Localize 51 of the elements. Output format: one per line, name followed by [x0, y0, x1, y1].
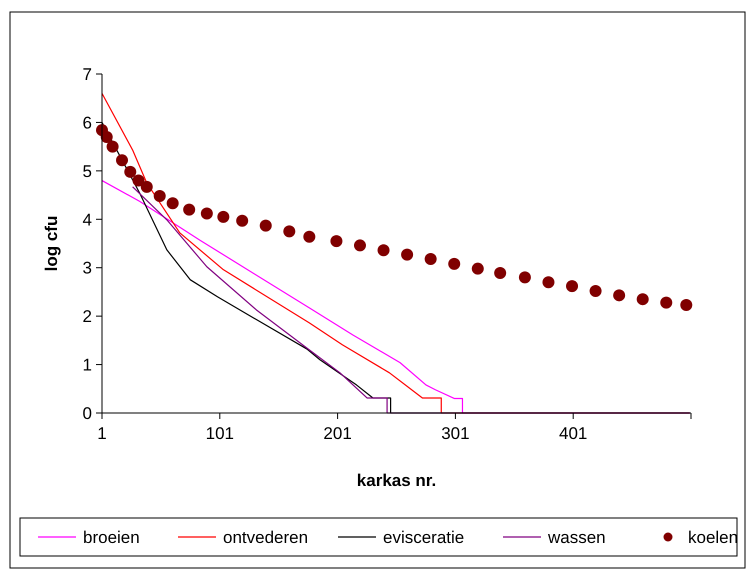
point	[183, 204, 196, 216]
point	[100, 130, 113, 143]
point	[217, 210, 230, 223]
y-tick-label: 0	[82, 404, 92, 423]
y-tick-label: 3	[82, 258, 92, 278]
point	[140, 180, 153, 193]
point	[154, 190, 166, 202]
point	[680, 299, 692, 312]
point	[494, 267, 506, 280]
point	[303, 230, 316, 243]
point	[236, 214, 248, 227]
y-tick-label: 6	[82, 113, 92, 132]
point	[283, 225, 296, 238]
y-tick-label: 5	[82, 162, 92, 181]
y-axis-title: log cfu	[42, 216, 61, 272]
point	[200, 207, 213, 220]
point	[401, 248, 414, 261]
point	[566, 280, 578, 292]
legend-label: wassen	[547, 528, 606, 547]
point	[166, 197, 179, 210]
x-tick-label: 101	[206, 424, 234, 443]
point	[424, 252, 437, 265]
x-axis-title: karkas nr.	[356, 471, 436, 490]
point	[116, 154, 128, 166]
point	[448, 258, 460, 270]
point	[472, 262, 484, 275]
legend-label: ontvederen	[223, 528, 308, 547]
point	[378, 244, 390, 256]
point	[542, 276, 554, 288]
legend-label: evisceratie	[383, 528, 464, 547]
point	[613, 289, 626, 302]
point	[518, 271, 531, 284]
point	[354, 239, 366, 252]
y-tick-label: 7	[82, 65, 92, 84]
x-tick-label: 401	[559, 424, 588, 443]
point	[330, 235, 342, 248]
point	[106, 140, 119, 153]
y-tick-label: 2	[82, 307, 92, 326]
point	[124, 166, 136, 178]
y-tick-label: 4	[82, 210, 92, 230]
y-tick-label: 1	[82, 356, 92, 375]
x-tick-label: 301	[441, 424, 470, 443]
x-tick-label: 201	[323, 424, 352, 443]
point	[660, 296, 672, 309]
point	[260, 220, 272, 232]
x-tick-label: 1	[97, 424, 107, 443]
legend-label: broeien	[83, 528, 140, 547]
point	[590, 284, 602, 297]
point	[636, 293, 649, 306]
point	[132, 174, 145, 187]
legend-label: koelen	[688, 528, 738, 547]
